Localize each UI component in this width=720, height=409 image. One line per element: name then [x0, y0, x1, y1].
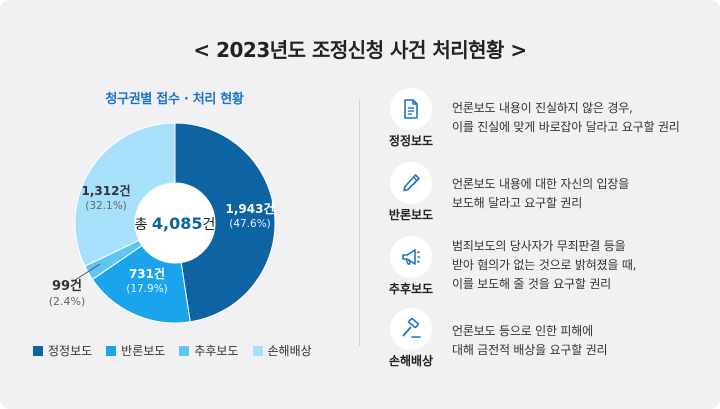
legend-swatch	[252, 345, 263, 356]
chart-title: 청구권별 접수 · 처리 현황	[105, 92, 244, 107]
legend: 정정보도 반론보도 추후보도 손해배상	[33, 342, 326, 359]
slice-rebuttal	[91, 244, 191, 324]
legend-item-correction: 정정보도	[33, 342, 92, 359]
item-label-rebuttal: 반론보도	[388, 208, 434, 222]
legend-swatch	[33, 345, 43, 356]
value-label-damages: 1,312건	[82, 183, 131, 198]
item-desc-rebuttal: 언론보도 내용에 대한 자신의 입장을 보도해 달라고 요구할 권리	[452, 177, 630, 210]
slice-damages	[74, 122, 176, 267]
megaphone-icon	[390, 236, 432, 278]
leader-line	[71, 263, 101, 283]
donut-hole	[136, 184, 214, 262]
donut-chart: 총 4,085건 1,943건 (47.6%) 731건 (17.9%) 1,312건 (3…	[74, 122, 276, 324]
divider	[359, 100, 360, 346]
legend-label: 정정보도	[48, 344, 93, 358]
gavel-icon	[390, 308, 432, 350]
legend-item-rebuttal: 반론보도	[106, 342, 165, 359]
item-desc-damages: 언론보도 등으로 인한 피해에 대해 금전적 배상을 요구할 권리	[452, 324, 608, 357]
item-desc-correction: 언론보도 내용이 진실하지 않은 경우, 이를 진실에 맞게 바로잡아 달라고 …	[452, 101, 680, 134]
item-desc-followup: 범죄보도의 당사자가 무죄판결 등을 받아 혐의가 없는 것으로 밝혀졌을 때,…	[452, 239, 637, 291]
percent-label-correction: (47.6%)	[229, 218, 271, 230]
legend-swatch	[179, 345, 190, 356]
value-label-followup: 99건 (2.4%)	[42, 275, 92, 308]
item-label-damages: 손해배상	[388, 354, 434, 368]
slice-correction	[174, 122, 276, 323]
percent-label-damages: (32.1%)	[85, 200, 127, 212]
document-icon	[390, 88, 432, 130]
legend-label: 손해배상	[267, 344, 312, 358]
legend-label: 반론보도	[121, 344, 166, 358]
value-label-correction: 1,943건	[226, 201, 275, 216]
legend-item-damages: 손해배상	[252, 342, 312, 359]
item-label-correction: 정정보도	[388, 134, 434, 148]
page-title: < 2023년도 조정신청 사건 처리현황 >	[193, 38, 527, 62]
item-label-followup: 추후보도	[388, 282, 434, 296]
legend-swatch	[106, 345, 117, 356]
legend-item-followup: 추후보도	[179, 342, 239, 359]
pencil-icon	[390, 162, 432, 204]
donut-total: 총 4,085건	[135, 214, 216, 233]
percent-label-followup: (2.4%)	[48, 295, 86, 308]
value-label-rebuttal: 731건	[129, 266, 165, 281]
percent-label-rebuttal: (17.9%)	[126, 283, 168, 295]
legend-label: 추후보도	[194, 344, 239, 358]
